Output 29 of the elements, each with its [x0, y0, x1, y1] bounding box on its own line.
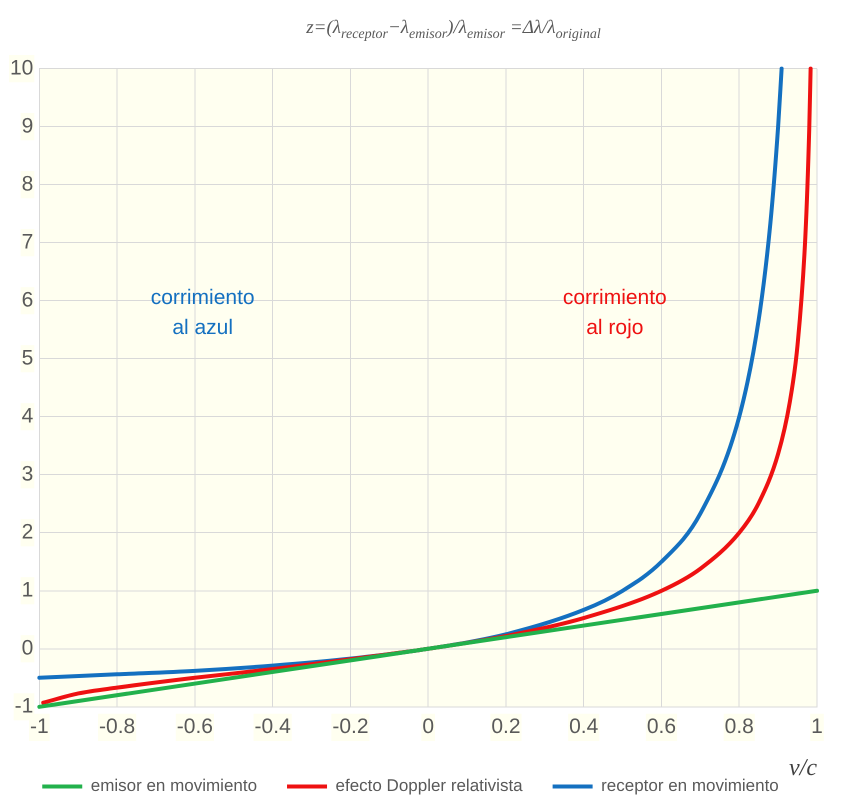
annotation: corrimiento al azul: [150, 286, 255, 340]
y-tick-label: 10: [10, 56, 34, 80]
x-tick-label: 0.2: [491, 715, 521, 738]
legend-label: emisor en movimiento: [90, 776, 258, 796]
y-tick-label: 8: [22, 172, 34, 196]
x-tick-label: 1: [811, 715, 823, 738]
x-tick-label: -0.2: [332, 715, 369, 738]
x-tick-label: 0.4: [569, 715, 599, 738]
x-tick-label: 0: [422, 715, 434, 738]
y-tick-label: 1: [22, 578, 34, 602]
x-axis-title: v/c: [789, 755, 818, 782]
y-tick-label: 9: [22, 114, 34, 138]
x-tick-label: 0.6: [646, 715, 676, 738]
chart-title: z=(λ$_{receptor}$−λ$_{emisor}$)/λ$_{emisor}$ =Δλ/λ$_{original}$: [305, 16, 602, 44]
y-tick-label: 5: [22, 346, 34, 370]
legend-label: efecto Doppler relativista: [336, 776, 524, 796]
legend-label: receptor en movimiento: [601, 776, 779, 796]
y-tick-label: 4: [22, 404, 34, 428]
y-tick-label: -1: [14, 694, 34, 718]
x-tick-label: -0.4: [254, 715, 292, 738]
y-tick-label: 3: [22, 462, 34, 486]
x-tick-label: -0.6: [176, 715, 213, 738]
x-tick-label: 0.8: [724, 715, 754, 738]
x-tick-label: -0.8: [99, 715, 136, 738]
y-tick-label: 2: [22, 520, 34, 544]
y-tick-label: 0: [22, 636, 34, 660]
y-tick-label: 7: [22, 230, 34, 254]
y-tick-label: 6: [22, 288, 34, 312]
annotation: corrimiento al rojo: [562, 286, 667, 340]
